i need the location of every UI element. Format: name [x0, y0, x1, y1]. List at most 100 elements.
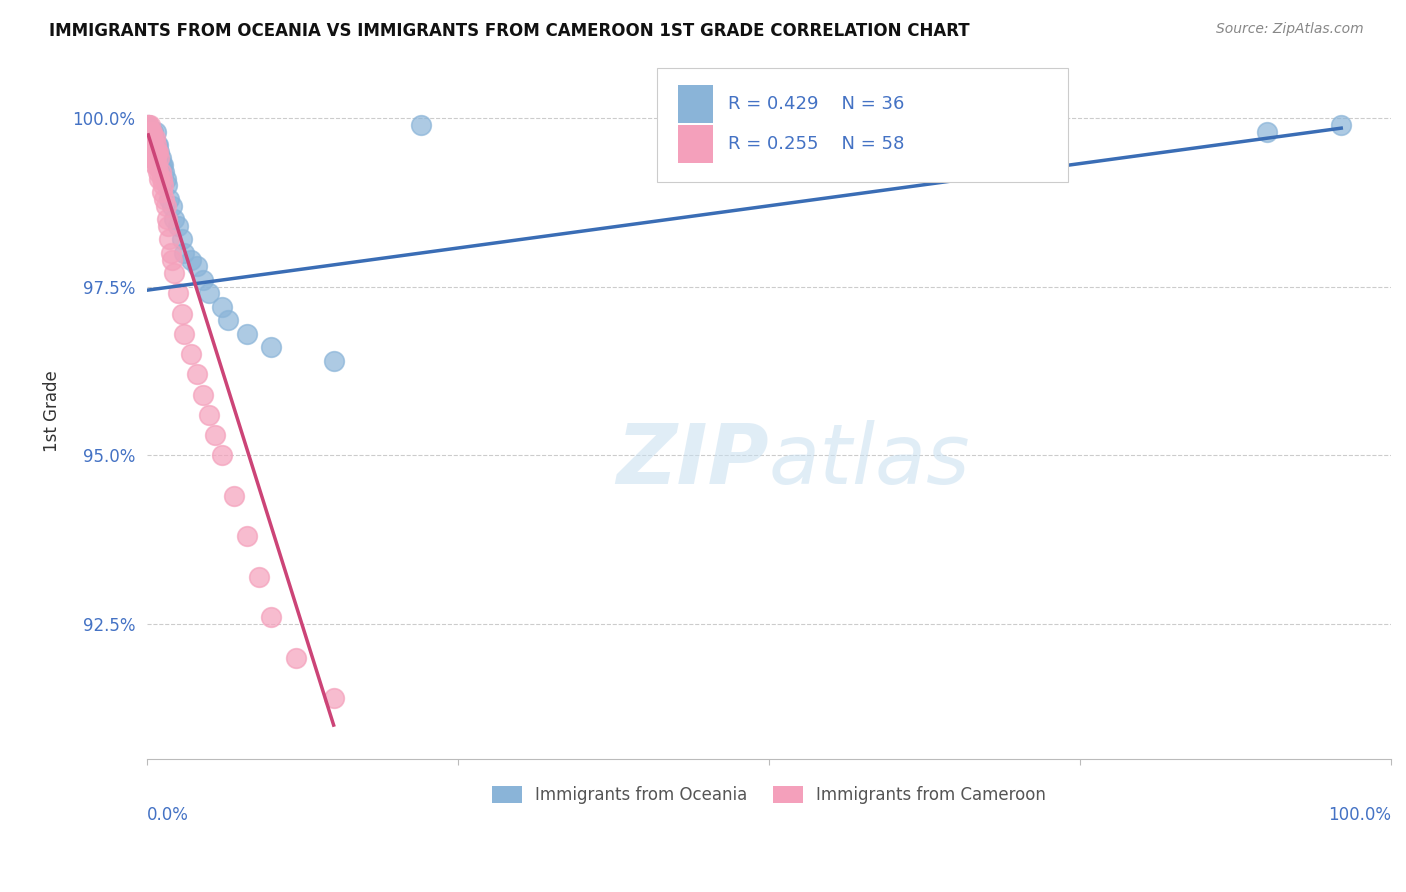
Text: IMMIGRANTS FROM OCEANIA VS IMMIGRANTS FROM CAMEROON 1ST GRADE CORRELATION CHART: IMMIGRANTS FROM OCEANIA VS IMMIGRANTS FR…: [49, 22, 970, 40]
Point: [186, 260, 208, 274]
Text: R = 0.255    N = 58: R = 0.255 N = 58: [728, 135, 904, 153]
Point: [163, 266, 186, 280]
Point: [260, 340, 283, 354]
Point: [142, 138, 165, 153]
Point: [211, 448, 233, 462]
Point: [156, 212, 179, 227]
Point: [173, 246, 195, 260]
Legend: Immigrants from Oceania, Immigrants from Cameroon: Immigrants from Oceania, Immigrants from…: [485, 780, 1053, 811]
Point: [136, 118, 159, 132]
Point: [148, 145, 170, 159]
Point: [156, 178, 179, 193]
Point: [138, 131, 160, 145]
Point: [142, 124, 165, 138]
Point: [136, 138, 159, 153]
Bar: [678, 125, 713, 163]
Point: [136, 118, 159, 132]
Point: [322, 354, 344, 368]
Point: [141, 131, 163, 145]
Point: [148, 171, 170, 186]
Point: [167, 219, 190, 233]
Point: [159, 232, 181, 246]
Point: [148, 138, 170, 153]
Text: atlas: atlas: [769, 419, 970, 500]
Point: [146, 158, 169, 172]
Point: [143, 145, 166, 159]
Point: [155, 171, 177, 186]
Text: 0.0%: 0.0%: [148, 806, 188, 824]
Point: [138, 138, 160, 153]
Point: [139, 145, 162, 159]
Point: [139, 124, 162, 138]
Point: [153, 165, 176, 179]
Point: [167, 286, 190, 301]
Point: [211, 300, 233, 314]
Point: [148, 145, 170, 159]
Point: [153, 192, 176, 206]
Point: [150, 158, 173, 172]
Point: [152, 178, 174, 193]
Point: [159, 192, 181, 206]
Point: [145, 138, 167, 153]
Point: [198, 286, 221, 301]
Point: [160, 252, 183, 267]
Point: [235, 326, 257, 341]
Point: [141, 152, 163, 166]
Point: [136, 124, 159, 138]
Point: [145, 124, 167, 138]
Point: [155, 199, 177, 213]
Point: [148, 165, 170, 179]
Point: [150, 171, 173, 186]
Point: [142, 131, 165, 145]
Point: [163, 212, 186, 227]
Point: [152, 158, 174, 172]
Point: [136, 124, 159, 138]
Point: [322, 691, 344, 706]
Text: ZIP: ZIP: [616, 419, 769, 500]
Point: [170, 307, 193, 321]
Point: [136, 118, 159, 132]
Point: [409, 118, 432, 132]
Point: [160, 199, 183, 213]
Point: [191, 273, 214, 287]
Y-axis label: 1st Grade: 1st Grade: [44, 370, 60, 452]
Point: [149, 152, 172, 166]
Point: [191, 387, 214, 401]
Point: [141, 124, 163, 138]
Point: [204, 428, 226, 442]
Point: [217, 313, 239, 327]
Point: [146, 145, 169, 159]
Point: [141, 138, 163, 153]
Point: [247, 570, 270, 584]
Point: [170, 232, 193, 246]
Point: [1330, 118, 1353, 132]
Point: [157, 219, 180, 233]
Point: [139, 124, 162, 138]
Point: [224, 489, 246, 503]
Point: [186, 368, 208, 382]
Point: [136, 131, 159, 145]
Bar: [678, 86, 713, 123]
Point: [142, 152, 165, 166]
Point: [138, 118, 160, 132]
Point: [149, 165, 172, 179]
Text: Source: ZipAtlas.com: Source: ZipAtlas.com: [1216, 22, 1364, 37]
Point: [143, 138, 166, 153]
Point: [143, 131, 166, 145]
Point: [136, 124, 159, 138]
Point: [138, 131, 160, 145]
Point: [148, 152, 170, 166]
Text: R = 0.429    N = 36: R = 0.429 N = 36: [728, 95, 904, 113]
Point: [138, 124, 160, 138]
Point: [145, 152, 167, 166]
Point: [981, 118, 1004, 132]
Point: [159, 246, 181, 260]
Point: [285, 650, 308, 665]
FancyBboxPatch shape: [657, 68, 1067, 182]
Point: [235, 529, 257, 543]
Point: [146, 138, 169, 153]
Point: [180, 347, 202, 361]
Point: [141, 131, 163, 145]
Point: [180, 252, 202, 267]
Point: [260, 610, 283, 624]
